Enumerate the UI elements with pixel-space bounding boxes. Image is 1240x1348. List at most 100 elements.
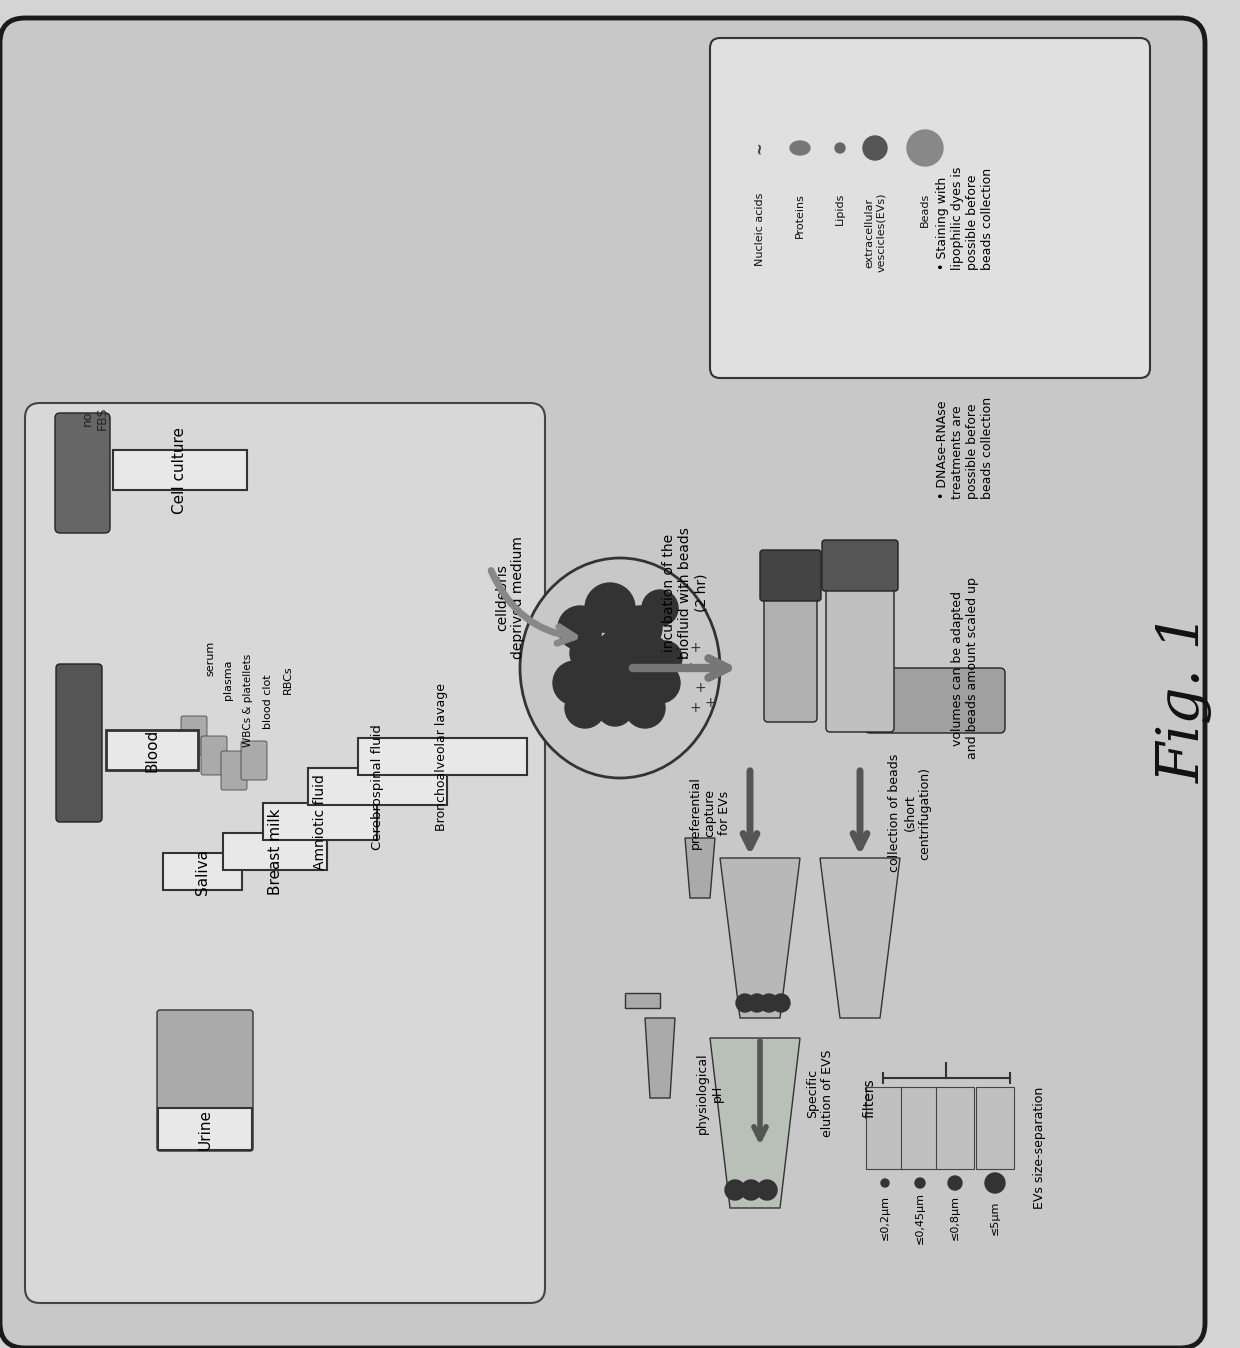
Text: celldebris
deprived medium: celldebris deprived medium bbox=[495, 537, 525, 659]
Circle shape bbox=[558, 607, 601, 650]
Text: ≤0,8μm: ≤0,8μm bbox=[950, 1196, 960, 1240]
Circle shape bbox=[585, 663, 625, 704]
Text: Bronchoalveolar lavage: Bronchoalveolar lavage bbox=[435, 683, 449, 830]
Text: Amniotic fluid: Amniotic fluid bbox=[312, 774, 327, 869]
Circle shape bbox=[565, 687, 605, 728]
FancyBboxPatch shape bbox=[976, 1086, 1014, 1169]
Text: Nucleic acids: Nucleic acids bbox=[755, 193, 765, 267]
Text: Lipids: Lipids bbox=[835, 193, 844, 225]
Text: physiological
pH: physiological pH bbox=[696, 1053, 724, 1134]
Text: • DNAse-RNAse
treatments are
possible before
beads collection: • DNAse-RNAse treatments are possible be… bbox=[936, 396, 994, 499]
Text: • Staining with
lipophilic dyes is
possible before
beads collection: • Staining with lipophilic dyes is possi… bbox=[936, 166, 994, 270]
Text: no
FBS: no FBS bbox=[81, 406, 109, 430]
Text: +: + bbox=[684, 661, 696, 675]
Text: Cell culture: Cell culture bbox=[172, 426, 187, 514]
FancyBboxPatch shape bbox=[901, 1086, 939, 1169]
FancyBboxPatch shape bbox=[826, 545, 894, 732]
Text: Saliva: Saliva bbox=[195, 849, 210, 895]
FancyBboxPatch shape bbox=[711, 38, 1149, 377]
Circle shape bbox=[618, 607, 662, 650]
Text: volumes can be adapted
and beads amount scaled up: volumes can be adapted and beads amount … bbox=[951, 577, 980, 759]
Text: +: + bbox=[689, 701, 701, 714]
FancyBboxPatch shape bbox=[0, 18, 1205, 1348]
Circle shape bbox=[596, 690, 632, 727]
FancyBboxPatch shape bbox=[56, 665, 102, 822]
Circle shape bbox=[737, 993, 754, 1012]
Circle shape bbox=[863, 136, 887, 160]
Text: collection of beads
(short
centrifugation): collection of beads (short centrifugatio… bbox=[889, 754, 931, 872]
Circle shape bbox=[570, 634, 610, 673]
Polygon shape bbox=[625, 993, 660, 1008]
Text: Proteins: Proteins bbox=[795, 193, 805, 237]
Circle shape bbox=[880, 1180, 889, 1188]
Circle shape bbox=[756, 1180, 777, 1200]
Circle shape bbox=[553, 661, 596, 705]
Text: preferential
capture
for EVs: preferential capture for EVs bbox=[688, 776, 732, 849]
Circle shape bbox=[640, 663, 680, 704]
Circle shape bbox=[649, 642, 682, 675]
Circle shape bbox=[906, 129, 942, 166]
Text: EVs size-separation: EVs size-separation bbox=[1033, 1086, 1047, 1209]
FancyBboxPatch shape bbox=[358, 737, 527, 775]
Polygon shape bbox=[820, 857, 900, 1018]
Circle shape bbox=[915, 1178, 925, 1188]
Circle shape bbox=[835, 143, 844, 154]
Text: +: + bbox=[689, 642, 701, 655]
Text: plasma: plasma bbox=[223, 659, 233, 700]
Text: +: + bbox=[704, 696, 715, 710]
Circle shape bbox=[613, 661, 657, 705]
FancyBboxPatch shape bbox=[157, 1108, 252, 1150]
FancyBboxPatch shape bbox=[162, 853, 242, 890]
Text: ~: ~ bbox=[753, 142, 768, 155]
FancyBboxPatch shape bbox=[157, 1010, 253, 1151]
FancyBboxPatch shape bbox=[764, 554, 817, 723]
Text: ≤0,2μm: ≤0,2μm bbox=[880, 1196, 890, 1240]
Text: ≤0,45μm: ≤0,45μm bbox=[915, 1192, 925, 1244]
FancyBboxPatch shape bbox=[105, 731, 198, 770]
Text: extracellular
vescicles(EVs): extracellular vescicles(EVs) bbox=[864, 193, 885, 272]
Text: RBCs: RBCs bbox=[283, 666, 293, 694]
Text: WBCs & platellets: WBCs & platellets bbox=[243, 654, 253, 747]
Polygon shape bbox=[720, 857, 800, 1018]
FancyBboxPatch shape bbox=[181, 716, 207, 755]
FancyBboxPatch shape bbox=[866, 669, 1004, 733]
FancyBboxPatch shape bbox=[936, 1086, 973, 1169]
FancyBboxPatch shape bbox=[308, 768, 446, 805]
Polygon shape bbox=[684, 838, 715, 898]
Circle shape bbox=[585, 582, 635, 634]
FancyBboxPatch shape bbox=[760, 550, 821, 601]
Polygon shape bbox=[645, 1018, 675, 1099]
FancyBboxPatch shape bbox=[113, 450, 247, 491]
Circle shape bbox=[625, 687, 665, 728]
Circle shape bbox=[596, 630, 644, 677]
FancyBboxPatch shape bbox=[201, 736, 227, 775]
Text: Blood: Blood bbox=[145, 728, 160, 771]
Text: Cerebrospinal fluid: Cerebrospinal fluid bbox=[371, 724, 383, 851]
Text: +: + bbox=[694, 681, 706, 696]
Text: ≤5μm: ≤5μm bbox=[990, 1201, 999, 1235]
Ellipse shape bbox=[520, 558, 720, 778]
Ellipse shape bbox=[790, 142, 810, 155]
FancyBboxPatch shape bbox=[263, 803, 377, 840]
FancyBboxPatch shape bbox=[55, 412, 110, 532]
Text: Urine: Urine bbox=[197, 1108, 212, 1150]
FancyBboxPatch shape bbox=[221, 751, 247, 790]
Text: filters: filters bbox=[863, 1078, 877, 1117]
Text: Specific
elution of EVS: Specific elution of EVS bbox=[806, 1049, 835, 1136]
Text: Breast milk: Breast milk bbox=[268, 809, 283, 895]
Circle shape bbox=[632, 635, 668, 671]
Circle shape bbox=[742, 1180, 761, 1200]
Circle shape bbox=[748, 993, 766, 1012]
Circle shape bbox=[985, 1173, 1004, 1193]
Circle shape bbox=[773, 993, 790, 1012]
Circle shape bbox=[725, 1180, 745, 1200]
Text: blood clot: blood clot bbox=[263, 675, 273, 729]
Text: incubation of the
biofluid with beads
(2 hr): incubation of the biofluid with beads (2… bbox=[662, 527, 708, 659]
Circle shape bbox=[760, 993, 777, 1012]
Text: Fig. 1: Fig. 1 bbox=[1157, 613, 1213, 783]
Circle shape bbox=[642, 590, 678, 625]
FancyBboxPatch shape bbox=[25, 403, 546, 1304]
Text: Beads: Beads bbox=[920, 193, 930, 228]
FancyBboxPatch shape bbox=[241, 741, 267, 780]
Text: serum: serum bbox=[205, 640, 215, 675]
